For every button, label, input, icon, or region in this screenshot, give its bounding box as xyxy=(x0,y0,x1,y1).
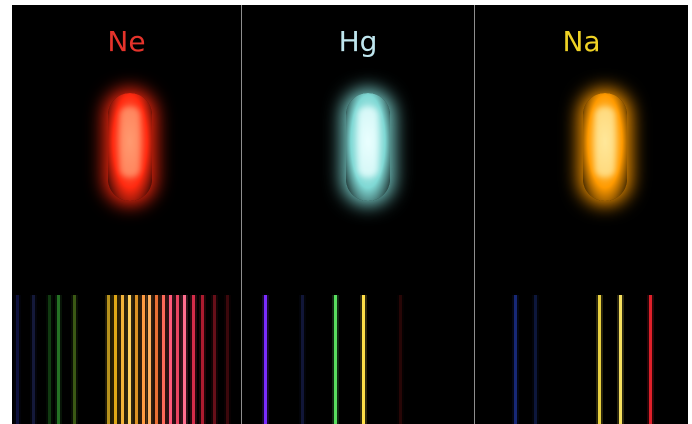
panel-divider xyxy=(474,5,475,424)
spectral-line-glow xyxy=(332,295,339,424)
spectral-line-glow xyxy=(224,295,231,424)
element-label-neon: Ne xyxy=(107,25,146,58)
panel-neon: Ne xyxy=(12,5,241,424)
spectral-line-glow xyxy=(532,295,539,424)
spectral-line xyxy=(399,295,402,424)
spectral-line-glow xyxy=(55,295,62,424)
element-label-mercury: Hg xyxy=(338,25,378,58)
spectral-line xyxy=(128,295,131,424)
spectral-line xyxy=(121,295,124,424)
neon-spectrum-graphic xyxy=(14,295,231,424)
mercury-emission-spectrum xyxy=(242,295,474,424)
spectral-line xyxy=(57,295,60,424)
spectral-line-glow xyxy=(512,295,519,424)
spectral-line xyxy=(264,295,267,424)
sodium-lamp xyxy=(583,93,627,201)
spectral-line-glow xyxy=(174,295,181,424)
spectral-line-glow xyxy=(181,295,188,424)
spectral-line-glow xyxy=(146,295,153,424)
spectral-line xyxy=(192,295,195,424)
spectral-line-glow xyxy=(30,295,37,424)
sodium-emission-spectrum xyxy=(475,295,688,424)
spectral-line-glow xyxy=(617,295,624,424)
spectral-line xyxy=(649,295,652,424)
panel-mercury: Hg xyxy=(242,5,474,424)
spectral-line-glow xyxy=(262,295,269,424)
spectral-line xyxy=(48,295,51,424)
spectral-line xyxy=(334,295,337,424)
spectral-line-glow xyxy=(397,295,404,424)
spectral-line-glow xyxy=(360,295,367,424)
spectral-line xyxy=(201,295,204,424)
spectral-line xyxy=(73,295,76,424)
spectral-line xyxy=(183,295,186,424)
spectral-line-glow xyxy=(112,295,119,424)
spectra-photo: Ne Hg Na xyxy=(12,5,688,424)
sodium-lamp-core xyxy=(595,107,615,177)
spectral-line-glow xyxy=(133,295,140,424)
spectral-line xyxy=(176,295,179,424)
spectral-line-glow xyxy=(105,295,112,424)
spectral-line xyxy=(213,295,216,424)
panel-divider xyxy=(241,5,242,424)
spectral-line-glow xyxy=(190,295,197,424)
spectral-line xyxy=(534,295,537,424)
spectral-line xyxy=(107,295,110,424)
spectral-line-glow xyxy=(119,295,126,424)
spectral-line-glow xyxy=(199,295,206,424)
spectral-line-glow xyxy=(14,295,21,424)
spectral-line-glow xyxy=(126,295,133,424)
spectral-line xyxy=(148,295,151,424)
spectral-line-glow xyxy=(167,295,174,424)
spectral-line xyxy=(162,295,165,424)
spectral-line-glow xyxy=(211,295,218,424)
spectral-line xyxy=(169,295,172,424)
mercury-lamp-core xyxy=(358,107,378,177)
spectral-line xyxy=(16,295,19,424)
spectral-line xyxy=(226,295,229,424)
spectral-line xyxy=(301,295,304,424)
mercury-spectrum-graphic xyxy=(262,295,404,424)
spectral-line-glow xyxy=(153,295,160,424)
spectral-line-glow xyxy=(46,295,53,424)
spectral-line-glow xyxy=(140,295,147,424)
spectral-line-glow xyxy=(71,295,78,424)
spectral-line xyxy=(114,295,117,424)
spectral-line xyxy=(155,295,158,424)
spectral-line xyxy=(362,295,365,424)
spectral-line-glow xyxy=(299,295,306,424)
spectral-line xyxy=(619,295,622,424)
neon-lamp xyxy=(108,93,152,201)
spectral-line xyxy=(135,295,138,424)
neon-emission-spectrum xyxy=(12,295,241,424)
neon-lamp-core xyxy=(120,107,140,177)
spectral-line xyxy=(142,295,145,424)
spectral-line-glow xyxy=(647,295,654,424)
element-label-sodium: Na xyxy=(562,25,601,58)
spectral-line xyxy=(32,295,35,424)
spectral-line-glow xyxy=(160,295,167,424)
spectral-line-glow xyxy=(596,295,603,424)
panel-sodium: Na xyxy=(475,5,688,424)
spectral-line xyxy=(598,295,601,424)
mercury-lamp xyxy=(346,93,390,201)
sodium-spectrum-graphic xyxy=(512,295,654,424)
spectral-line xyxy=(514,295,517,424)
